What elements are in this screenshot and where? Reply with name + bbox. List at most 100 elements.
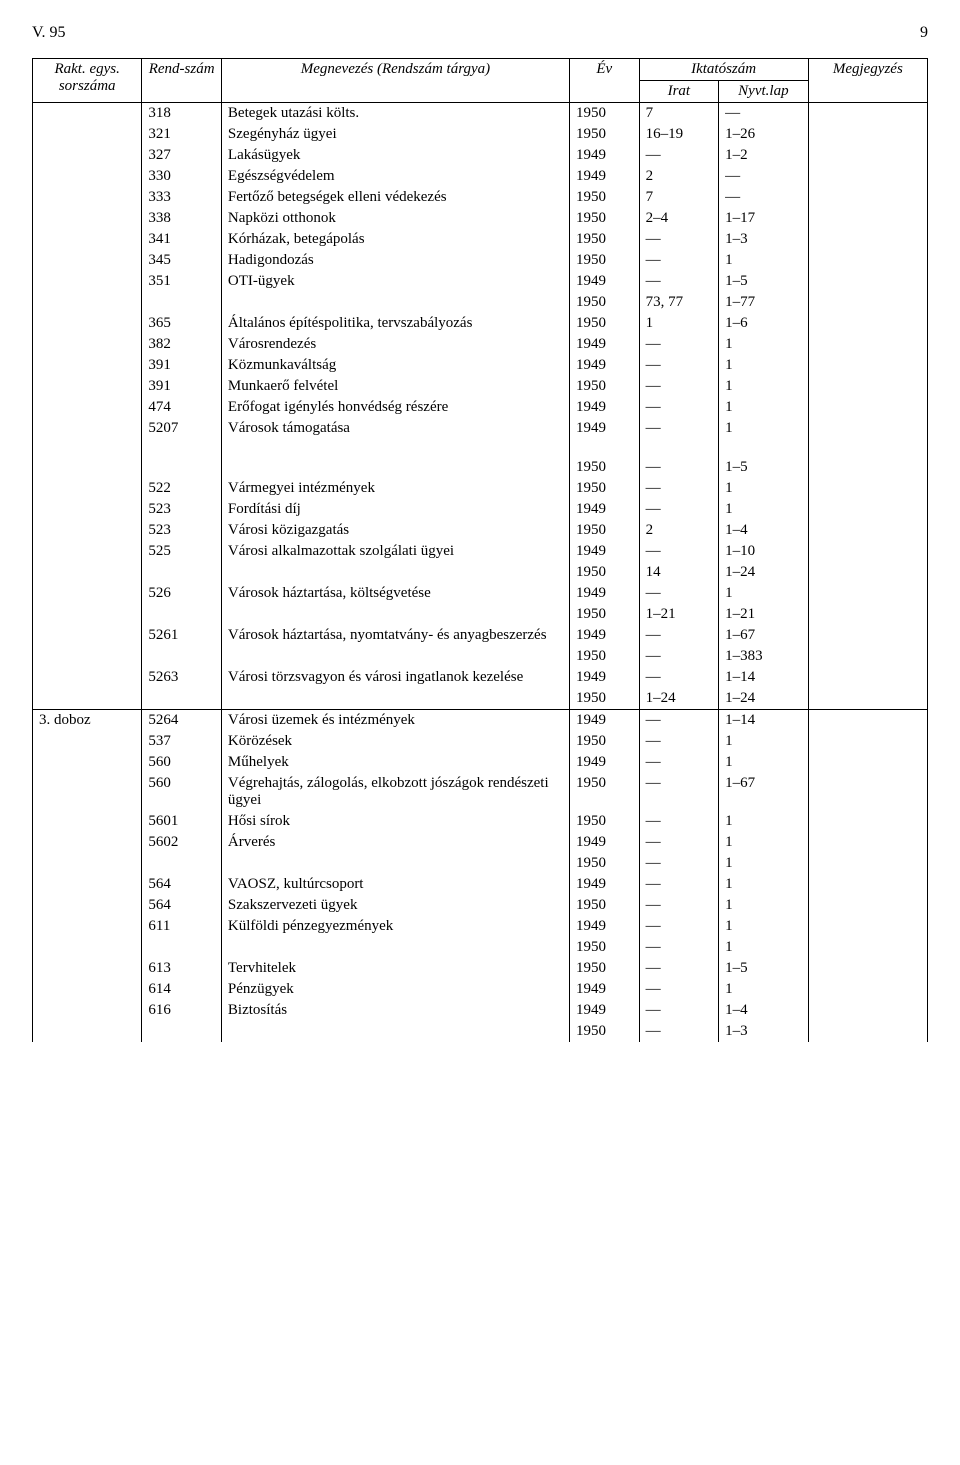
col-rend-header: Rend-szám [142, 59, 222, 103]
cell-irat: — [639, 1000, 719, 1021]
cell-megn [221, 562, 569, 583]
cell-irat: — [639, 773, 719, 811]
table-row: 564Szakszervezeti ügyek1950—1 [33, 895, 928, 916]
cell-rakt [33, 874, 142, 895]
cell-megn: Egészségvédelem [221, 166, 569, 187]
cell-rend [142, 604, 222, 625]
cell-ev: 1949 [569, 334, 639, 355]
cell-rend [142, 646, 222, 667]
cell-megj [808, 625, 927, 646]
cell-nyvt: 1–5 [719, 271, 809, 292]
cell-irat: 16–19 [639, 124, 719, 145]
cell-ev: 1949 [569, 874, 639, 895]
cell-megn [221, 604, 569, 625]
page-header: V. 95 9 [32, 24, 928, 42]
cell-megn: Városok támogatása [221, 418, 569, 439]
cell-rakt [33, 752, 142, 773]
cell-megj [808, 271, 927, 292]
cell-rakt [33, 979, 142, 1000]
cell-rakt [33, 250, 142, 271]
cell-nyvt: 1 [719, 478, 809, 499]
cell-ev: 1949 [569, 397, 639, 418]
cell-nyvt: 1–14 [719, 710, 809, 732]
cell-megj [808, 562, 927, 583]
cell-rend: 341 [142, 229, 222, 250]
cell-ev: 1949 [569, 271, 639, 292]
table-row: 330Egészségvédelem19492— [33, 166, 928, 187]
cell-nyvt: 1 [719, 376, 809, 397]
table-row: 523Fordítási díj1949—1 [33, 499, 928, 520]
cell-megn: Városi közigazgatás [221, 520, 569, 541]
cell-ev: 1950 [569, 124, 639, 145]
header-left: V. 95 [32, 24, 66, 42]
cell-ev [569, 439, 639, 457]
cell-rakt [33, 731, 142, 752]
cell-rakt [33, 958, 142, 979]
table-row: 338Napközi otthonok19502–41–17 [33, 208, 928, 229]
cell-ev: 1949 [569, 710, 639, 732]
cell-ev: 1949 [569, 166, 639, 187]
col-nyvt-header: Nyvt.lap [719, 81, 809, 103]
cell-irat: — [639, 731, 719, 752]
cell-nyvt: 1–24 [719, 562, 809, 583]
cell-nyvt: 1–17 [719, 208, 809, 229]
cell-megj [808, 520, 927, 541]
cell-rend [142, 292, 222, 313]
cell-megj [808, 478, 927, 499]
cell-rakt [33, 520, 142, 541]
cell-megj [808, 541, 927, 562]
cell-ev: 1950 [569, 811, 639, 832]
cell-rend: 345 [142, 250, 222, 271]
cell-ev: 1950 [569, 1021, 639, 1042]
table-row: 391Munkaerő felvétel1950—1 [33, 376, 928, 397]
cell-nyvt: 1 [719, 731, 809, 752]
table-row: 1950—1–3 [33, 1021, 928, 1042]
table-row: 195073, 771–77 [33, 292, 928, 313]
cell-megn: Végrehajtás, zálogolás, elkobzott jószág… [221, 773, 569, 811]
cell-rend: 526 [142, 583, 222, 604]
cell-nyvt [719, 439, 809, 457]
cell-megn [221, 292, 569, 313]
cell-ev: 1950 [569, 208, 639, 229]
cell-nyvt: 1 [719, 937, 809, 958]
table-row: 1950—1–383 [33, 646, 928, 667]
cell-rakt [33, 208, 142, 229]
cell-megn: Általános építéspolitika, tervszabályozá… [221, 313, 569, 334]
cell-irat: — [639, 457, 719, 478]
cell-irat: 1–21 [639, 604, 719, 625]
cell-irat: — [639, 229, 719, 250]
cell-nyvt: 1–10 [719, 541, 809, 562]
cell-rend: 523 [142, 520, 222, 541]
cell-nyvt: 1–4 [719, 520, 809, 541]
cell-rend: 616 [142, 1000, 222, 1021]
cell-megn: Külföldi pénzegyezmények [221, 916, 569, 937]
cell-rend: 5601 [142, 811, 222, 832]
table-row: 5601Hősi sírok1950—1 [33, 811, 928, 832]
cell-megj [808, 439, 927, 457]
cell-rend: 560 [142, 773, 222, 811]
cell-rend [142, 439, 222, 457]
col-megn-header: Megnevezés (Rendszám tárgya) [221, 59, 569, 103]
table-row: 321Szegényház ügyei195016–191–26 [33, 124, 928, 145]
cell-rakt [33, 376, 142, 397]
cell-megj [808, 958, 927, 979]
cell-irat: 2 [639, 520, 719, 541]
cell-nyvt: 1 [719, 583, 809, 604]
cell-rakt [33, 355, 142, 376]
cell-nyvt: 1–6 [719, 313, 809, 334]
cell-rakt [33, 292, 142, 313]
table-row: 613Tervhitelek1950—1–5 [33, 958, 928, 979]
cell-rend: 474 [142, 397, 222, 418]
cell-rend: 5261 [142, 625, 222, 646]
cell-megj [808, 811, 927, 832]
table-row: 1950141–24 [33, 562, 928, 583]
table-row: 526Városok háztartása, költségvetése1949… [33, 583, 928, 604]
cell-megj [808, 646, 927, 667]
cell-megj [808, 376, 927, 397]
table-row: 345Hadigondozás1950—1 [33, 250, 928, 271]
cell-rakt [33, 937, 142, 958]
table-row: 3. doboz5264Városi üzemek és intézmények… [33, 710, 928, 732]
cell-ev: 1950 [569, 520, 639, 541]
cell-rakt [33, 313, 142, 334]
cell-nyvt: 1 [719, 832, 809, 853]
